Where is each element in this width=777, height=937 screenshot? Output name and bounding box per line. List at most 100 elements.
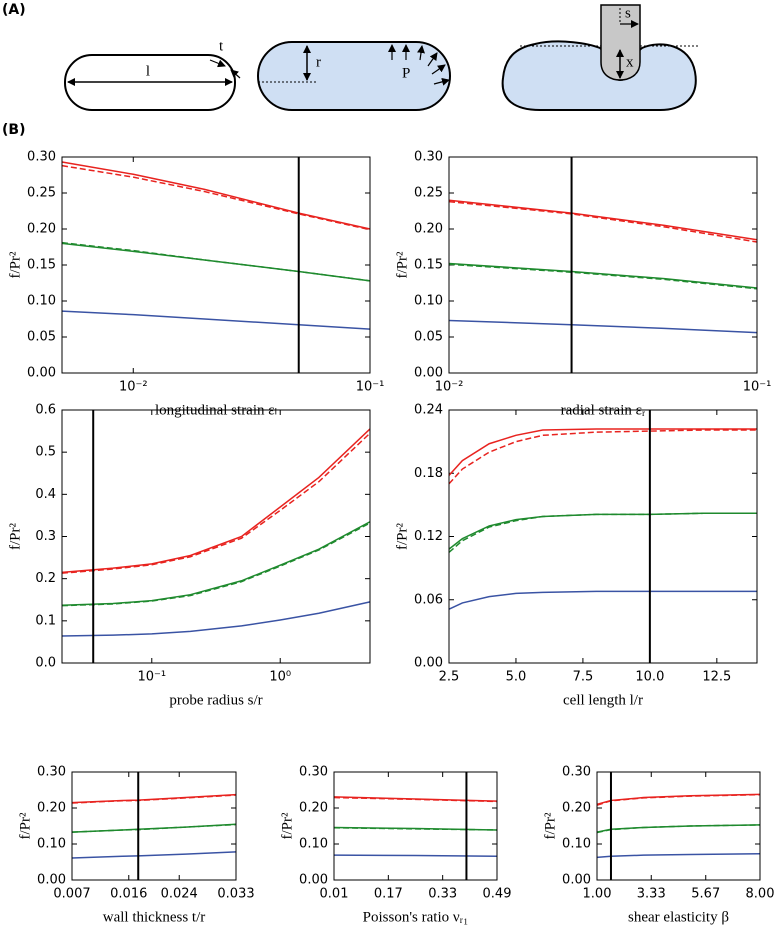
y-tick-label: 0.20 [414,222,443,237]
x-tick-label: 0.01 [320,887,349,902]
diagram-label: t [219,38,224,54]
chart-panel: 0.00 0.10 0.20 0.30 0.007 0.016 0.024 0.033 wall… [17,765,254,926]
series-line [596,852,761,859]
y-tick-label: 0.10 [299,837,328,852]
thickness-arrow [230,69,241,79]
y-tick-label: 0.30 [37,765,66,780]
series-line [61,164,371,231]
x-tick-label: 10⁻¹ [137,670,166,685]
plot-frame [61,156,371,374]
y-tick-label: 0.30 [299,765,328,780]
y-tick-label: 0.20 [299,801,328,816]
plot-frame [448,156,758,374]
series-line [61,432,371,574]
x-tick-label: 0.033 [217,887,254,902]
y-tick-label: 0.00 [37,873,66,888]
y-tick-label: 0.00 [299,873,328,888]
series-line [61,521,371,606]
y-tick-label: 0.25 [414,186,443,201]
plot-frame [596,771,761,881]
x-tick-label: 10⁰ [269,670,291,685]
series-line [448,512,757,553]
y-axis-label: f/Pr² [7,523,23,551]
chart-panel: 0.00 0.06 0.12 0.18 0.24 2.5 5.0 7.5 10.0 12.5 cel… [394,403,758,708]
series-line [448,590,757,610]
x-axis-label: shear elasticity β [628,909,729,925]
x-axis-label: cell length l/r [563,692,643,708]
x-tick-label: 2.5 [439,670,460,685]
y-tick-label: 0.12 [414,529,443,544]
series-line [448,199,758,241]
series-line [61,601,371,637]
y-tick-label: 0.30 [562,765,591,780]
plot-frame [71,771,237,881]
y-tick-label: 0.00 [414,656,443,671]
diagram-label: s [625,5,631,21]
y-tick-label: 0.20 [37,801,66,816]
x-tick-label: 10⁻² [119,380,148,395]
chart-panel: 0.00 0.10 0.20 0.30 1.00 3.33 5.67 8.00 shear el… [542,765,774,926]
x-tick-label: 12.5 [702,670,731,685]
x-tick-label: 0.17 [374,887,403,902]
chart-panel: 0.0 0.1 0.2 0.3 0.4 0.5 0.6 10⁻¹ 10⁰ probe radius… [7,403,371,708]
series-line [71,851,237,859]
plot-frame [448,409,758,664]
x-tick-label: 0.024 [161,887,198,902]
y-axis-label: f/Pr² [17,812,33,840]
x-tick-label: 10⁻² [435,380,464,395]
y-tick-label: 0.10 [414,294,443,309]
x-tick-label: 0.33 [428,887,457,902]
y-tick-label: 0.20 [562,801,591,816]
y-tick-label: 0.3 [35,529,56,544]
chart-panel: 0.00 0.10 0.20 0.30 0.01 0.17 0.33 0.49 Poisson'… [279,765,511,926]
series-line [448,429,757,485]
y-tick-label: 0.30 [27,150,56,165]
series-line [333,796,498,803]
y-axis-label: f/Pr² [394,251,410,279]
x-tick-label: 3.33 [637,887,666,902]
y-tick-label: 0.15 [414,258,443,273]
y-tick-label: 0.25 [27,186,56,201]
diagram-label: l [146,63,150,79]
x-tick-label: 10⁻¹ [743,380,772,395]
x-tick-label: 1.00 [583,887,612,902]
y-tick-label: 0.30 [414,150,443,165]
x-tick-label: 10⁻¹ [356,380,385,395]
x-tick-label: 5.67 [691,887,720,902]
series-line [448,512,757,550]
y-tick-label: 0.00 [562,873,591,888]
y-tick-label: 0.4 [35,487,56,502]
x-tick-label: 0.016 [110,887,147,902]
y-tick-label: 0.05 [27,330,56,345]
series-line [448,200,758,243]
thickness-arrow [209,59,226,68]
x-tick-label: 8.00 [746,887,775,902]
diagram: (A) (B) l t r P s x [2,2,698,138]
x-axis-label: Poisson's ratio νᵣ₁ [363,909,469,925]
series-line [61,161,371,230]
pressure-arrows [388,44,450,86]
series-line [333,854,498,857]
series-line [61,428,371,574]
diagram-label: P [402,65,410,81]
x-tick-label: 0.007 [53,887,90,902]
y-tick-label: 0.24 [414,403,443,418]
plot-frame [333,771,498,881]
y-tick-label: 0.1 [35,613,56,628]
series-line [448,263,758,290]
series-line [448,319,758,334]
series-line [61,241,371,282]
y-tick-label: 0.5 [35,445,56,460]
diagram-label: r [316,54,321,70]
y-tick-label: 0.18 [414,466,443,481]
series-line [596,824,761,834]
plot-frame [61,409,371,664]
y-tick-label: 0.15 [27,258,56,273]
y-axis-label: f/Pr² [279,812,295,840]
y-tick-label: 0.20 [27,222,56,237]
series-line [61,310,371,330]
x-axis-label: probe radius s/r [169,692,262,708]
series-line [333,827,498,831]
